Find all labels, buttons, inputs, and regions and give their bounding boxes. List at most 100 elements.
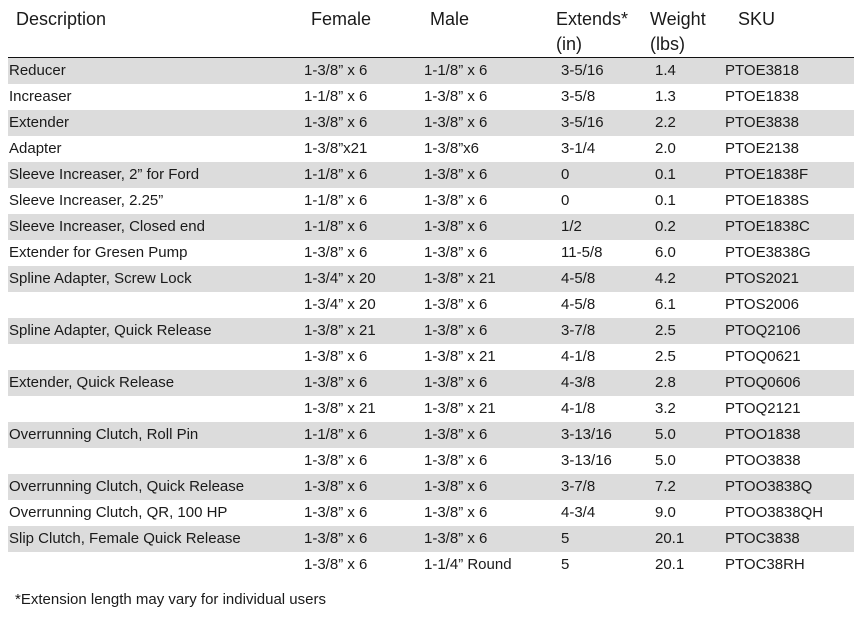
- table-row: Spline Adapter, Screw Lock 1-3/4” x 20 1-3…: [8, 266, 854, 292]
- cell-sku: PTOC38RH: [725, 556, 805, 573]
- cell-sku: PTOO3838: [725, 452, 801, 469]
- cell-male: 1-1/8” x 6: [424, 62, 488, 79]
- cell-sku: PTOE3838: [725, 114, 799, 131]
- cell-weight: 2.5: [655, 348, 676, 365]
- table-row: Adapter 1-3/8”x21 1-3/8”x6 3-1/4 2.0 PTOE2138: [8, 136, 854, 162]
- cell-male: 1-3/8” x 6: [424, 374, 488, 391]
- cell-extends: 4-5/8: [561, 270, 596, 287]
- table-row: 1-3/8” x 21 1-3/8” x 21 4-1/8 3.2 PTOQ2121: [8, 396, 854, 422]
- cell-weight: 1.3: [655, 88, 676, 105]
- header-weight-unit: (lbs): [650, 34, 685, 54]
- cell-extends: 3-7/8: [561, 322, 596, 339]
- cell-extends: 3-13/16: [561, 426, 612, 443]
- cell-male: 1-3/8”x6: [424, 140, 480, 157]
- header-female: Female: [311, 9, 372, 29]
- cell-description: Extender, Quick Release: [9, 374, 175, 391]
- cell-sku: PTOS2021: [725, 270, 799, 287]
- cell-male: 1-3/8” x 6: [424, 166, 488, 183]
- cell-female: 1-1/8” x 6: [304, 166, 368, 183]
- cell-female: 1-3/8” x 6: [304, 62, 368, 79]
- header-weight: Weight: [650, 9, 706, 29]
- cell-female: 1-3/8” x 6: [304, 478, 368, 495]
- cell-male: 1-3/8” x 6: [424, 426, 488, 443]
- cell-extends: 3-13/16: [561, 452, 612, 469]
- cell-male: 1-3/8” x 6: [424, 88, 488, 105]
- cell-weight: 9.0: [655, 504, 676, 521]
- cell-description: Increaser: [9, 88, 72, 105]
- cell-sku: PTOC3838: [725, 530, 800, 547]
- cell-sku: PTOO1838: [725, 426, 801, 443]
- cell-extends: 4-1/8: [561, 348, 596, 365]
- cell-extends: 1/2: [561, 218, 582, 235]
- cell-female: 1-3/4” x 20: [304, 296, 376, 313]
- cell-male: 1-3/8” x 6: [424, 452, 488, 469]
- cell-male: 1-3/8” x 21: [424, 270, 496, 287]
- cell-extends: 3-1/4: [561, 140, 596, 157]
- cell-female: 1-3/8” x 6: [304, 530, 368, 547]
- table-row: 1-3/4” x 20 1-3/8” x 6 4-5/8 6.1 PTOS2006: [8, 292, 854, 318]
- cell-sku: PTOE1838S: [725, 192, 809, 209]
- cell-description: Spline Adapter, Screw Lock: [9, 270, 192, 287]
- table-row: Slip Clutch, Female Quick Release 1-3/8” …: [8, 526, 854, 552]
- cell-description: Sleeve Increaser, Closed end: [9, 218, 205, 235]
- header-sku: SKU: [738, 9, 776, 29]
- cell-weight: 4.2: [655, 270, 676, 287]
- cell-male: 1-3/8” x 6: [424, 296, 488, 313]
- cell-female: 1-3/8” x 21: [304, 400, 376, 417]
- cell-description: Spline Adapter, Quick Release: [9, 322, 212, 339]
- cell-extends: 4-3/8: [561, 374, 596, 391]
- footnote: *Extension length may vary for individua…: [15, 591, 326, 608]
- cell-extends: 0: [561, 166, 570, 183]
- cell-male: 1-1/4” Round: [424, 556, 512, 573]
- cell-extends: 4-1/8: [561, 400, 596, 417]
- table-row: Sleeve Increaser, 2.25” 1-1/8” x 6 1-3/8” …: [8, 188, 854, 214]
- cell-male: 1-3/8” x 21: [424, 348, 496, 365]
- header-description: Description: [16, 9, 107, 29]
- cell-female: 1-3/8” x 6: [304, 374, 368, 391]
- cell-weight: 1.4: [655, 62, 676, 79]
- cell-weight: 0.1: [655, 192, 676, 209]
- cell-female: 1-1/8” x 6: [304, 426, 368, 443]
- table-row: 1-3/8” x 6 1-3/8” x 6 3-13/16 5.0 PTOO3838: [8, 448, 854, 474]
- cell-extends: 3-5/8: [561, 88, 596, 105]
- cell-extends: 3-5/16: [561, 62, 604, 79]
- cell-extends: 11-5/8: [561, 244, 603, 261]
- cell-description: Overrunning Clutch, QR, 100 HP: [9, 504, 228, 521]
- header-male: Male: [430, 9, 470, 29]
- table-row: Increaser 1-1/8” x 6 1-3/8” x 6 3-5/8 1.3 PTO…: [8, 84, 854, 110]
- cell-female: 1-1/8” x 6: [304, 218, 368, 235]
- cell-sku: PTOS2006: [725, 296, 799, 313]
- cell-weight: 5.0: [655, 426, 676, 443]
- header-extends: Extends*: [556, 9, 629, 29]
- cell-weight: 2.5: [655, 322, 676, 339]
- cell-weight: 2.2: [655, 114, 676, 131]
- cell-female: 1-3/4” x 20: [304, 270, 376, 287]
- cell-weight: 0.1: [655, 166, 676, 183]
- table-header: Description Female Male Extends* (in) We…: [0, 0, 856, 58]
- cell-male: 1-3/8” x 6: [424, 192, 488, 209]
- cell-description: Slip Clutch, Female Quick Release: [9, 530, 241, 547]
- cell-sku: PTOE2138: [725, 140, 799, 157]
- header-divider: [8, 57, 854, 58]
- table-row: 1-3/8” x 6 1-3/8” x 21 4-1/8 2.5 PTOQ0621: [8, 344, 854, 370]
- header-extends-unit: (in): [556, 34, 582, 54]
- cell-male: 1-3/8” x 6: [424, 504, 488, 521]
- table-row: Extender for Gresen Pump 1-3/8” x 6 1-3/8”…: [8, 240, 854, 266]
- cell-sku: PTOO3838QH: [725, 504, 824, 521]
- cell-weight: 2.0: [655, 140, 676, 157]
- cell-male: 1-3/8” x 6: [424, 244, 488, 261]
- cell-weight: 6.1: [655, 296, 676, 313]
- cell-male: 1-3/8” x 21: [424, 400, 496, 417]
- cell-male: 1-3/8” x 6: [424, 530, 488, 547]
- cell-male: 1-3/8” x 6: [424, 114, 488, 131]
- cell-description: Overrunning Clutch, Quick Release: [9, 478, 245, 495]
- cell-weight: 7.2: [655, 478, 676, 495]
- cell-description: Extender for Gresen Pump: [9, 244, 188, 261]
- cell-extends: 3-7/8: [561, 478, 596, 495]
- cell-male: 1-3/8” x 6: [424, 478, 488, 495]
- cell-weight: 20.1: [655, 556, 685, 573]
- cell-description: Extender: [9, 114, 70, 131]
- table-row: 1-3/8” x 6 1-1/4” Round 5 20.1 PTOC38RH: [8, 552, 854, 578]
- cell-female: 1-3/8” x 6: [304, 348, 368, 365]
